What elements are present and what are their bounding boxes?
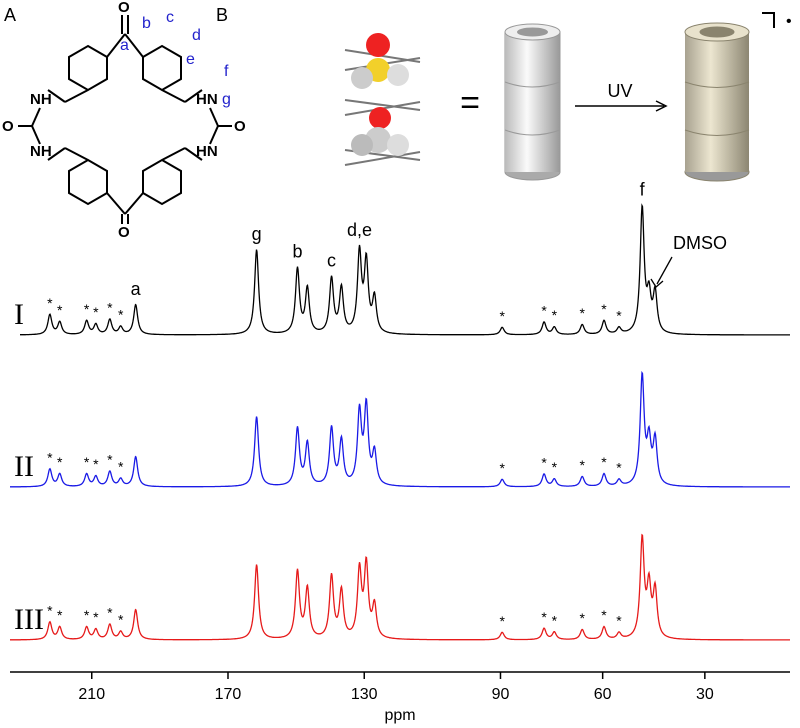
peak-star: *: [580, 457, 586, 473]
peak-star: *: [118, 306, 124, 322]
position-label: f: [224, 63, 229, 80]
panel-label: B: [216, 5, 228, 25]
panel-label: A: [4, 5, 16, 25]
series-label: II: [14, 450, 34, 483]
peak-star: *: [601, 454, 607, 470]
peak-star: *: [93, 456, 99, 472]
atom: O: [2, 118, 14, 135]
peak-star: *: [57, 302, 63, 318]
x-tick-label: 60: [594, 686, 612, 703]
peak-star: *: [47, 449, 53, 465]
peak-star: *: [84, 454, 90, 470]
peak-star: *: [84, 607, 90, 623]
molecule-model: [344, 33, 421, 166]
spectrum-line: [10, 370, 790, 488]
peak-label: f: [640, 179, 646, 199]
position-label: d: [192, 27, 201, 44]
arrow-label: UV: [607, 81, 632, 101]
peak-star: *: [601, 301, 607, 317]
peak-star: *: [57, 454, 63, 470]
peak-star: *: [552, 459, 558, 475]
atom: NH: [30, 91, 52, 108]
cylinder: [684, 22, 750, 182]
spectrum-line: [20, 203, 790, 336]
x-axis-label: ppm: [384, 707, 415, 724]
x-tick-label: 170: [215, 686, 242, 703]
peak-label: a: [131, 279, 142, 299]
peak-star: *: [580, 610, 586, 626]
peak-star: *: [541, 455, 547, 471]
atom: O: [234, 118, 246, 135]
bracket: [762, 12, 775, 28]
peak-star: *: [580, 305, 586, 321]
peak-star: *: [57, 607, 63, 623]
peak-star: *: [541, 303, 547, 319]
peak-star: *: [552, 612, 558, 628]
atom: HN: [196, 143, 218, 160]
peak-star: *: [107, 452, 113, 468]
peak-star: *: [499, 308, 505, 324]
radical-dot: •: [786, 13, 792, 30]
structure: [18, 15, 232, 224]
series-label: I: [14, 298, 24, 331]
x-tick-label: 210: [78, 686, 105, 703]
series-label: III: [14, 603, 44, 636]
x-tick-label: 30: [696, 686, 714, 703]
atom: NH: [30, 143, 52, 160]
cylinder: [504, 23, 561, 181]
position-label: c: [166, 9, 174, 26]
position-label: e: [186, 51, 195, 68]
position-label: a: [120, 37, 129, 54]
arrow-head: [655, 100, 668, 112]
peak-star: *: [47, 295, 53, 311]
peak-star: *: [93, 609, 99, 625]
peak-star: *: [47, 602, 53, 618]
solvent-label: DMSO: [673, 233, 727, 253]
peak-label: d,e: [347, 220, 372, 240]
peak-star: *: [84, 301, 90, 317]
peak-star: *: [616, 612, 622, 628]
peak-star: *: [93, 304, 99, 320]
solvent-arrow-head: [650, 278, 664, 288]
peak-star: *: [118, 612, 124, 628]
peak-label: c: [327, 250, 336, 270]
peak-label: g: [252, 224, 262, 244]
peak-star: *: [616, 459, 622, 475]
atom: HN: [196, 91, 218, 108]
peak-star: *: [601, 607, 607, 623]
spectrum-line: [10, 533, 790, 641]
peak-star: *: [552, 307, 558, 323]
peak-star: *: [499, 460, 505, 476]
peak-star: *: [107, 605, 113, 621]
equals: =: [460, 84, 480, 122]
peak-star: *: [499, 613, 505, 629]
peak-label: b: [292, 241, 302, 261]
solvent-arrow: [656, 256, 673, 285]
peak-star: *: [107, 300, 113, 316]
peak-star: *: [616, 307, 622, 323]
x-tick-label: 130: [351, 686, 378, 703]
peak-star: *: [541, 609, 547, 625]
atom: O: [118, 224, 130, 241]
peak-star: *: [118, 459, 124, 475]
position-label: b: [142, 15, 151, 32]
atom: O: [118, 0, 130, 16]
x-tick-label: 90: [492, 686, 510, 703]
position-label: g: [222, 91, 231, 108]
